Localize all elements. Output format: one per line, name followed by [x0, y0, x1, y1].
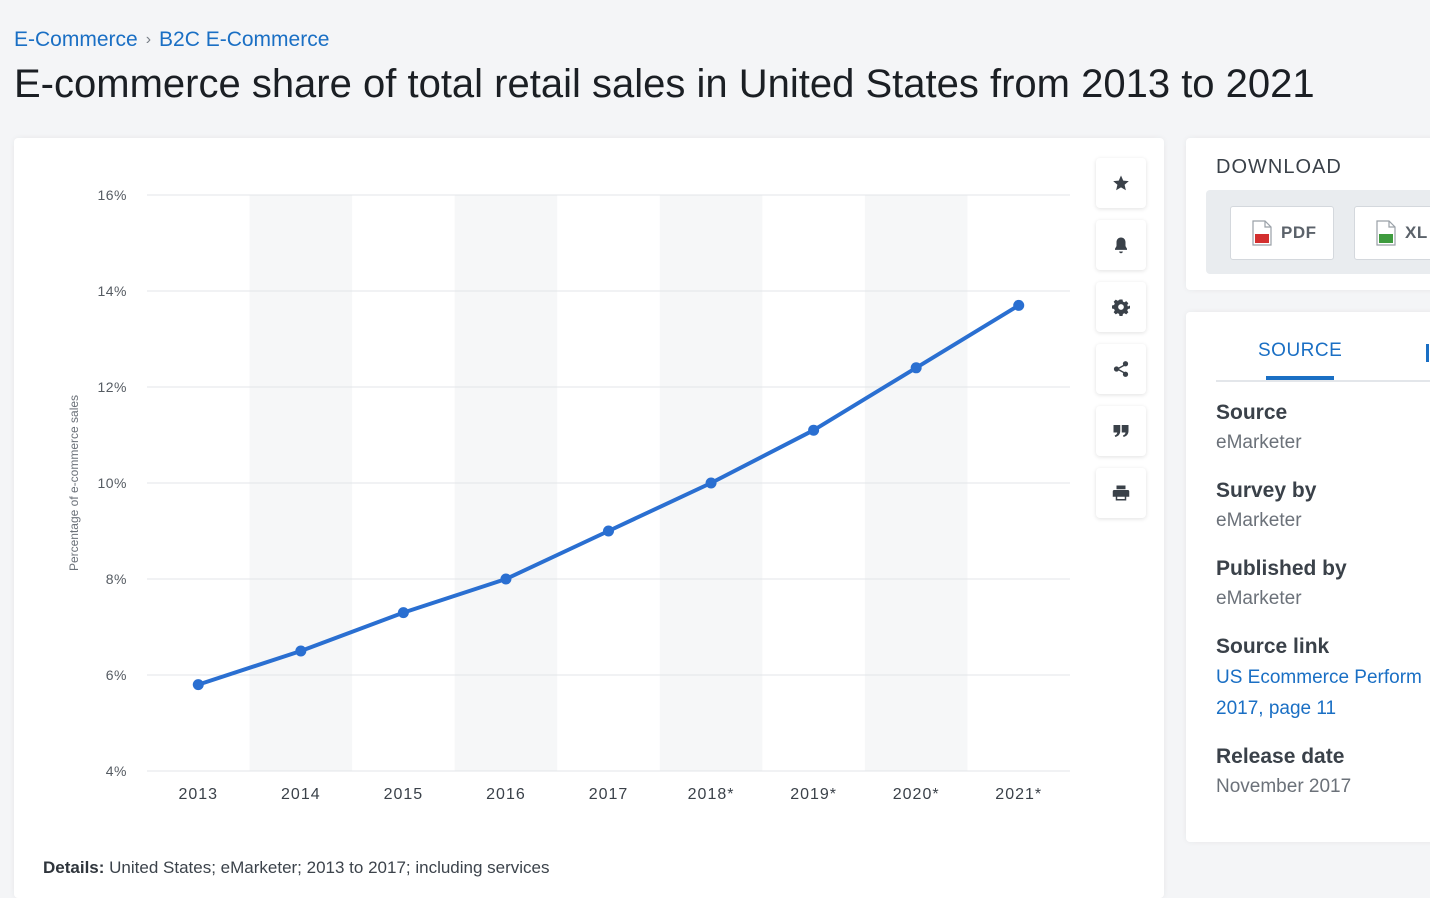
source-value: eMarketer [1216, 432, 1302, 453]
survey-value: eMarketer [1216, 510, 1302, 531]
y-tick-label: 12% [97, 379, 127, 395]
download-panel: DOWNLOAD PDF XL [1186, 138, 1430, 290]
data-point [397, 607, 409, 619]
source-panel: SOURCE Source eMarketer Survey by eMarke… [1186, 312, 1430, 842]
data-point [295, 645, 307, 657]
y-tick-label: 4% [106, 763, 127, 779]
source-item: Source eMarketer [1216, 398, 1430, 458]
tab-source[interactable]: SOURCE [1258, 340, 1343, 361]
x-tick-label: 2016 [486, 786, 526, 803]
x-tick-label: 2018* [688, 786, 735, 803]
gear-icon [1112, 299, 1130, 316]
published-value: eMarketer [1216, 588, 1302, 609]
y-tick-label: 14% [97, 283, 127, 299]
x-tick-label: 2015 [384, 786, 424, 803]
details-label: Details: [43, 858, 105, 877]
x-tick-label: 2021* [995, 786, 1042, 803]
y-tick-label: 8% [106, 571, 127, 587]
source-link-continued[interactable]: 2017, page 11 [1216, 698, 1337, 719]
share-icon [1113, 361, 1129, 377]
data-point [1013, 299, 1025, 311]
pdf-label: PDF [1281, 223, 1317, 242]
download-title: DOWNLOAD [1216, 156, 1342, 178]
chart-card: 4% 6% 8% 10% 12% 14% 16% Percentage of e-commer… [14, 138, 1164, 898]
details-text: United States; eMarketer; 2013 to 2017; … [109, 858, 550, 877]
breadcrumb-link-ecommerce[interactable]: E-Commerce [14, 28, 138, 51]
xls-file-icon [1376, 220, 1396, 246]
print-icon [1112, 485, 1130, 501]
x-tick-label: 2014 [281, 786, 321, 803]
x-tick-label: 2017 [589, 786, 629, 803]
notification-button[interactable] [1096, 220, 1146, 270]
tab-active-indicator [1266, 376, 1334, 380]
data-point [603, 525, 614, 537]
tab-next[interactable] [1426, 344, 1429, 362]
source-link[interactable]: US Ecommerce Perform [1216, 667, 1422, 688]
download-pdf-button[interactable]: PDF [1230, 206, 1334, 260]
pdf-file-icon [1252, 220, 1272, 246]
release-item: Release date November 2017 [1216, 742, 1430, 802]
source-link-label: Source link [1216, 635, 1330, 658]
page-title: E-commerce share of total retail sales i… [14, 62, 1315, 106]
download-options: PDF XL [1206, 190, 1430, 274]
data-point [705, 477, 717, 489]
breadcrumb: E-Commerce › B2C E-Commerce [14, 26, 329, 54]
survey-item: Survey by eMarketer [1216, 476, 1430, 536]
source-tabs: SOURCE [1216, 340, 1430, 382]
data-point [192, 679, 204, 691]
quote-icon [1113, 425, 1129, 437]
xls-label: XL [1405, 223, 1428, 242]
published-item: Published by eMarketer [1216, 554, 1430, 614]
print-button[interactable] [1096, 468, 1146, 518]
y-axis-label: Percentage of e-commerce sales [67, 395, 81, 571]
x-tick-label: 2013 [178, 786, 218, 803]
y-tick-label: 16% [97, 187, 127, 203]
release-value: November 2017 [1216, 776, 1352, 797]
source-link-item: Source link US Ecommerce Perform 2017, p… [1216, 632, 1430, 724]
chart-toolbar [1096, 158, 1146, 518]
source-details: Source eMarketer Survey by eMarketer Pub… [1216, 398, 1430, 820]
star-icon [1113, 175, 1129, 191]
breadcrumb-link-b2c-ecommerce[interactable]: B2C E-Commerce [159, 28, 330, 51]
cite-button[interactable] [1096, 406, 1146, 456]
chart-details: Details: United States; eMarketer; 2013 … [43, 858, 550, 878]
share-button[interactable] [1096, 344, 1146, 394]
release-label: Release date [1216, 745, 1345, 768]
published-label: Published by [1216, 557, 1347, 580]
download-xls-button[interactable]: XL [1354, 206, 1430, 260]
data-point [500, 573, 512, 585]
bell-icon [1115, 237, 1127, 254]
x-tick-label: 2019* [790, 786, 837, 803]
source-label: Source [1216, 401, 1288, 424]
y-tick-label: 6% [106, 667, 127, 683]
settings-button[interactable] [1096, 282, 1146, 332]
data-point [808, 424, 820, 436]
data-point [910, 362, 922, 374]
x-tick-label: 2020* [893, 786, 940, 803]
breadcrumb-separator: › [145, 31, 152, 48]
line-chart: 4% 6% 8% 10% 12% 14% 16% Percentage of e-commer… [67, 187, 1070, 803]
favorite-button[interactable] [1096, 158, 1146, 208]
survey-label: Survey by [1216, 479, 1317, 502]
y-tick-label: 10% [97, 475, 127, 491]
